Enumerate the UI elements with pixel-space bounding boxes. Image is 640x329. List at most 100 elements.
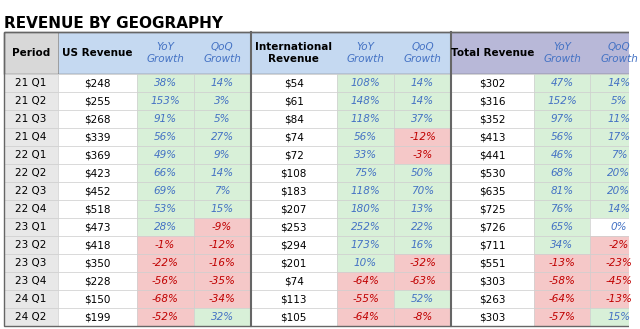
Bar — [58, 74, 136, 92]
Bar — [534, 92, 591, 110]
Text: 38%: 38% — [154, 78, 177, 88]
Bar — [451, 290, 534, 308]
Bar — [394, 236, 451, 254]
Text: $150: $150 — [84, 294, 111, 304]
Bar — [58, 92, 136, 110]
Bar — [193, 146, 250, 164]
Text: 173%: 173% — [351, 240, 380, 250]
Bar — [534, 290, 591, 308]
Text: 68%: 68% — [550, 168, 573, 178]
Text: 23 Q2: 23 Q2 — [15, 240, 47, 250]
Bar — [4, 110, 640, 128]
Text: 52%: 52% — [411, 294, 434, 304]
Text: $294: $294 — [280, 240, 307, 250]
Bar — [250, 236, 337, 254]
Text: -64%: -64% — [352, 312, 379, 322]
Text: -12%: -12% — [209, 240, 236, 250]
Bar — [451, 308, 534, 326]
Bar — [58, 272, 136, 290]
Bar — [4, 146, 640, 164]
Bar — [4, 32, 58, 74]
Text: 33%: 33% — [354, 150, 377, 160]
Bar — [58, 308, 136, 326]
Bar — [4, 92, 58, 110]
Bar — [58, 32, 250, 74]
Bar — [136, 128, 193, 146]
Text: 10%: 10% — [354, 258, 377, 268]
Text: 20%: 20% — [607, 168, 630, 178]
Text: 15%: 15% — [211, 204, 234, 214]
Text: 22%: 22% — [411, 222, 434, 232]
Bar — [534, 308, 591, 326]
Text: 21 Q3: 21 Q3 — [15, 114, 47, 124]
Text: $263: $263 — [479, 294, 506, 304]
Bar — [337, 146, 394, 164]
Bar — [4, 200, 58, 218]
Bar — [534, 200, 591, 218]
Bar — [58, 236, 136, 254]
Text: -22%: -22% — [152, 258, 179, 268]
Text: 14%: 14% — [607, 204, 630, 214]
Text: 11%: 11% — [607, 114, 630, 124]
Text: 53%: 53% — [154, 204, 177, 214]
Bar — [337, 74, 394, 92]
Text: $183: $183 — [280, 186, 307, 196]
Bar — [136, 290, 193, 308]
Text: -35%: -35% — [209, 276, 236, 286]
Text: International
Revenue: International Revenue — [255, 42, 332, 64]
Bar — [250, 164, 337, 182]
Text: YoY
Growth: YoY Growth — [346, 42, 385, 64]
Text: $248: $248 — [84, 78, 111, 88]
Text: $61: $61 — [284, 96, 304, 106]
Text: -23%: -23% — [605, 258, 632, 268]
Text: 56%: 56% — [354, 132, 377, 142]
Bar — [250, 272, 337, 290]
Text: YoY
Growth: YoY Growth — [146, 42, 184, 64]
Bar — [337, 290, 394, 308]
Bar — [136, 92, 193, 110]
Text: $423: $423 — [84, 168, 111, 178]
Bar — [591, 272, 640, 290]
Text: $711: $711 — [479, 240, 506, 250]
Bar — [136, 200, 193, 218]
Bar — [591, 236, 640, 254]
Bar — [58, 110, 136, 128]
Text: 5%: 5% — [611, 96, 627, 106]
Text: $74: $74 — [284, 132, 304, 142]
Text: $530: $530 — [479, 168, 506, 178]
Text: -12%: -12% — [409, 132, 436, 142]
Bar — [591, 182, 640, 200]
Text: 180%: 180% — [351, 204, 380, 214]
Bar — [4, 32, 640, 326]
Bar — [250, 290, 337, 308]
Bar — [534, 164, 591, 182]
Text: $105: $105 — [280, 312, 307, 322]
Bar — [250, 200, 337, 218]
Bar — [58, 290, 136, 308]
Text: 22 Q1: 22 Q1 — [15, 150, 47, 160]
Bar — [193, 308, 250, 326]
Bar — [136, 254, 193, 272]
Text: 24 Q1: 24 Q1 — [15, 294, 47, 304]
Text: $726: $726 — [479, 222, 506, 232]
Text: 14%: 14% — [411, 78, 434, 88]
Bar — [4, 308, 640, 326]
Text: 24 Q2: 24 Q2 — [15, 312, 47, 322]
Text: 15%: 15% — [607, 312, 630, 322]
Bar — [58, 182, 136, 200]
Bar — [591, 74, 640, 92]
Bar — [451, 218, 534, 236]
Text: $369: $369 — [84, 150, 111, 160]
Bar — [591, 146, 640, 164]
Bar — [4, 218, 58, 236]
Bar — [250, 308, 337, 326]
Text: -13%: -13% — [605, 294, 632, 304]
Text: $303: $303 — [479, 276, 506, 286]
Bar — [591, 200, 640, 218]
Bar — [250, 32, 451, 74]
Bar — [136, 110, 193, 128]
Text: 0%: 0% — [611, 222, 627, 232]
Text: 46%: 46% — [550, 150, 573, 160]
Text: YoY
Growth: YoY Growth — [543, 42, 581, 64]
Text: $350: $350 — [84, 258, 111, 268]
